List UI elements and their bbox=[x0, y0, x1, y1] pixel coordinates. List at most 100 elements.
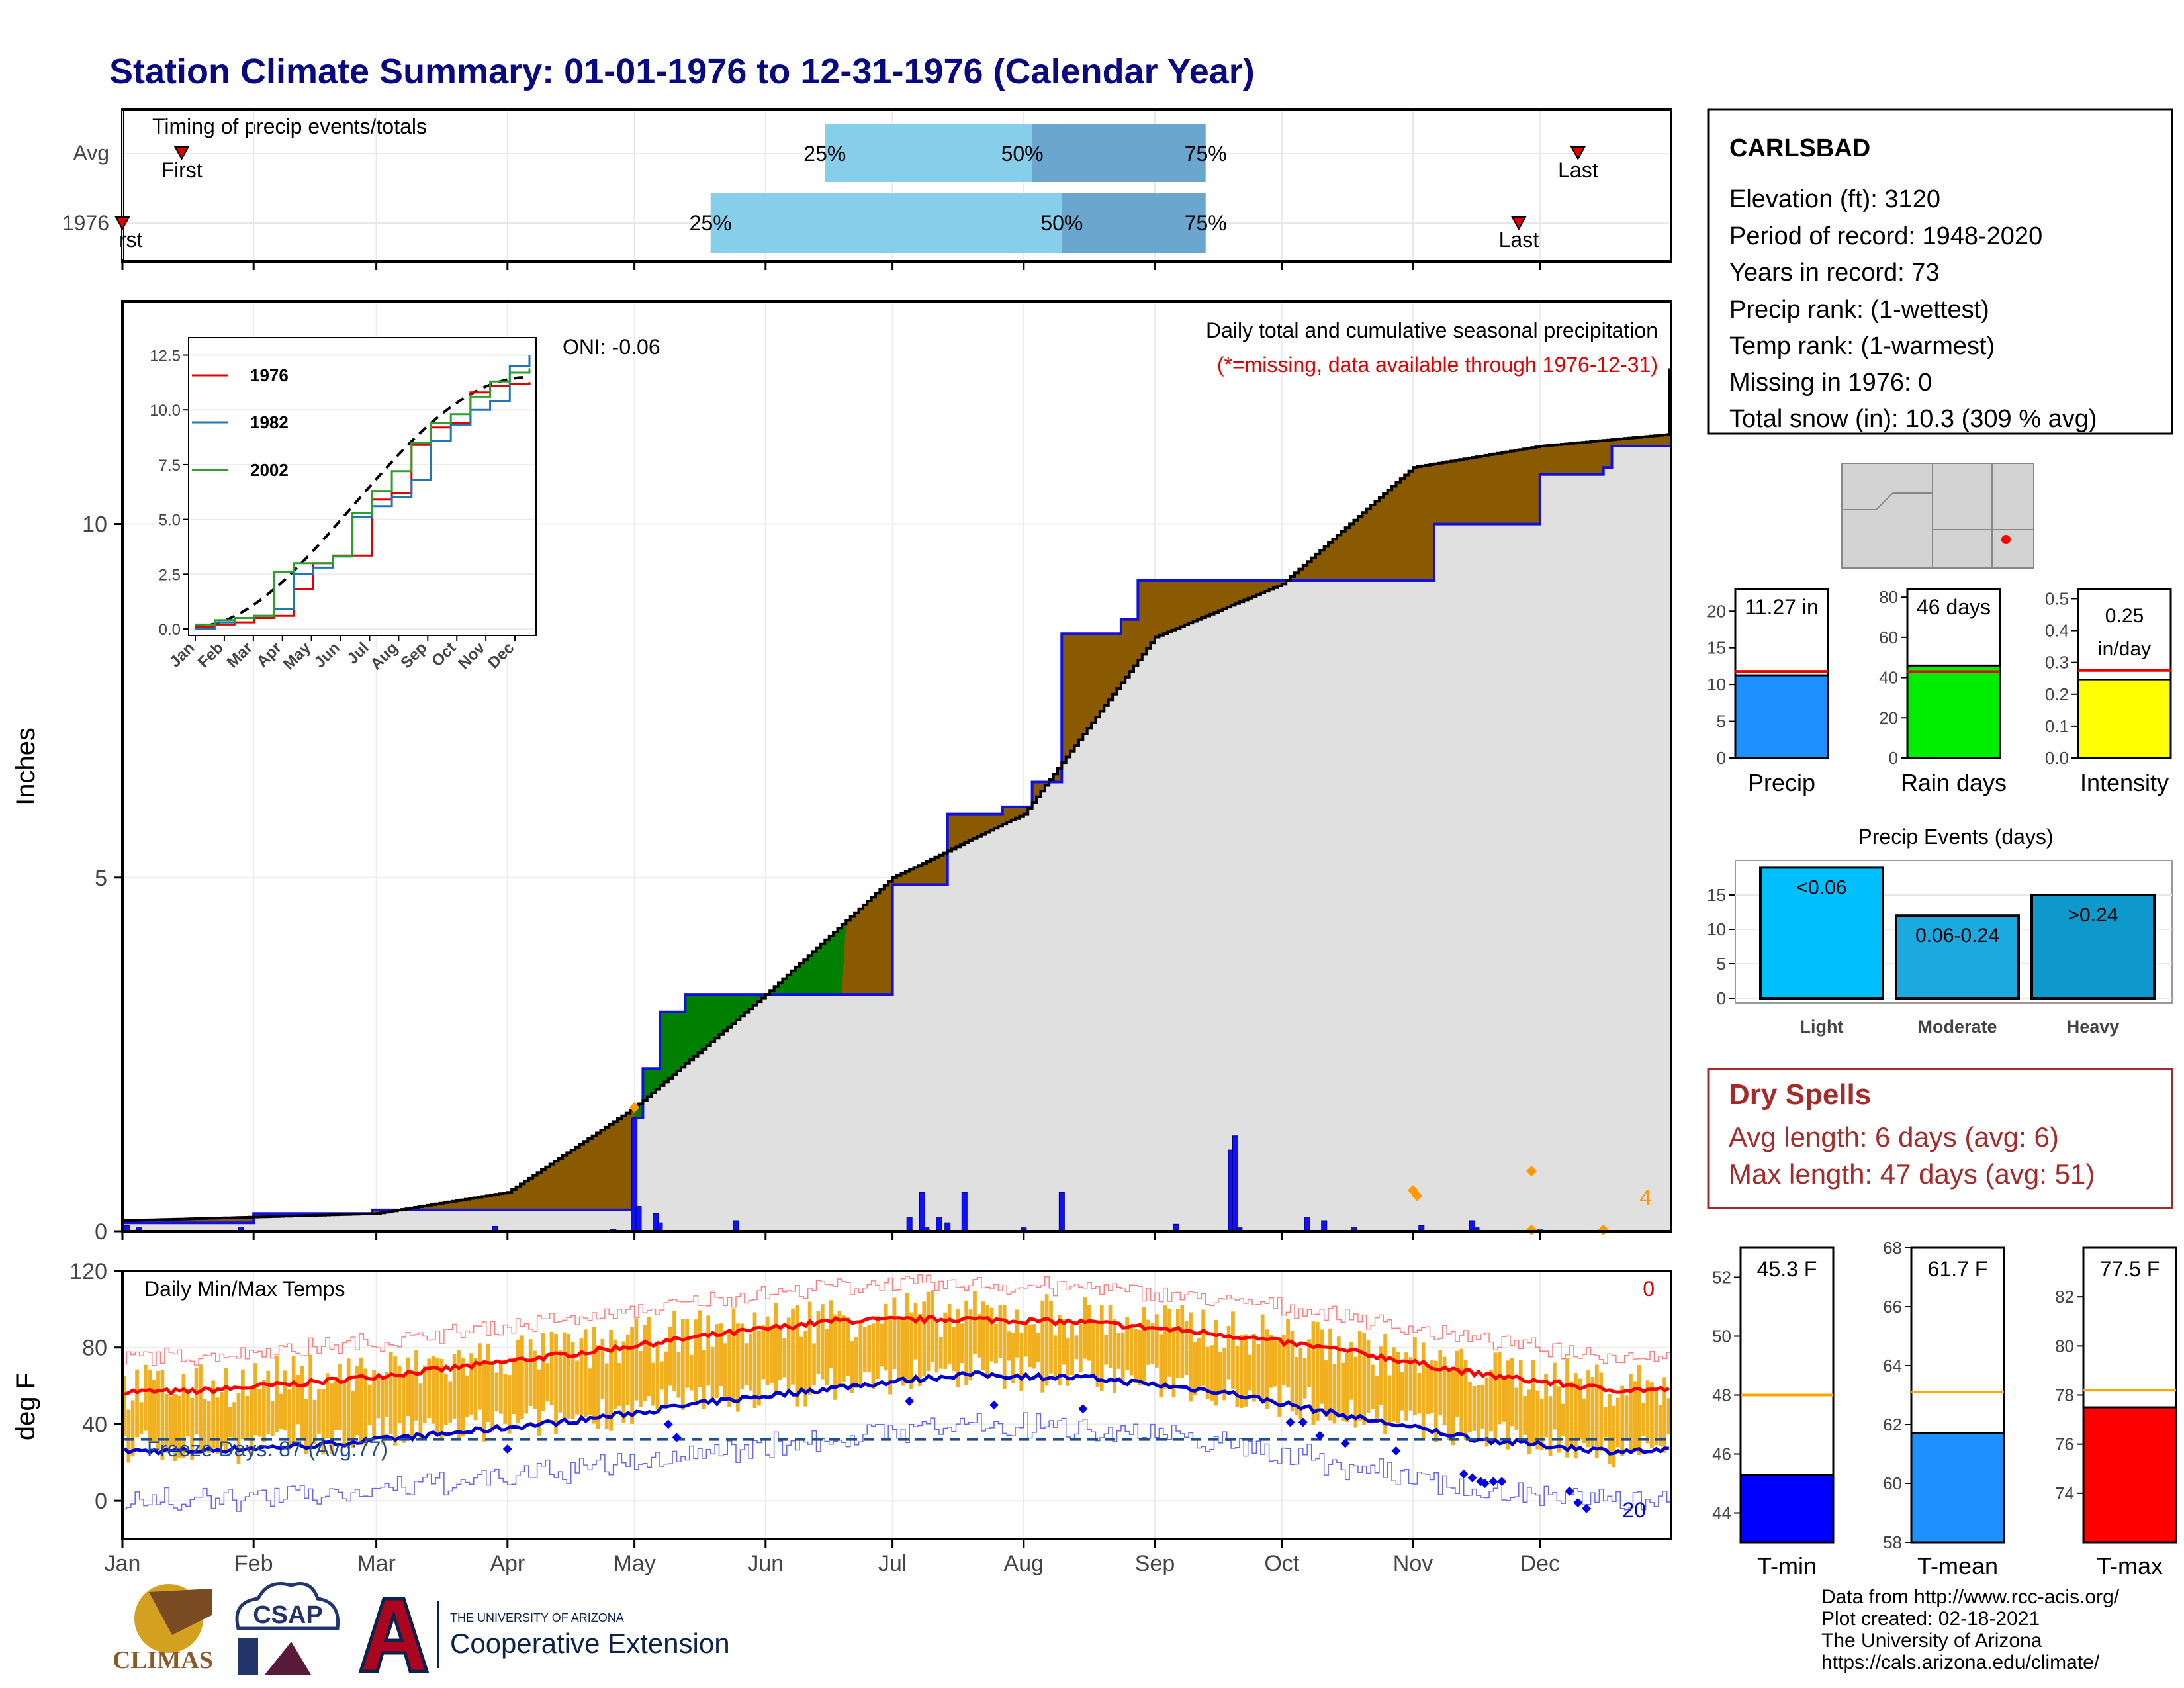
daily-temp-bar bbox=[1231, 1311, 1235, 1389]
daily-temp-bar bbox=[317, 1389, 321, 1434]
summary-tick-label: 0.4 bbox=[2045, 621, 2069, 641]
avg-quartile-50-75 bbox=[1032, 124, 1206, 182]
daily-temp-bar bbox=[443, 1373, 448, 1425]
daily-temp-bar bbox=[1629, 1374, 1633, 1454]
credits: Data from http://www.rcc-acis.org/ Plot … bbox=[1821, 1586, 2120, 1673]
daily-temp-bar bbox=[236, 1393, 241, 1464]
daily-temp-bar bbox=[1244, 1334, 1248, 1407]
temp-summary-tick-label: 60 bbox=[1883, 1474, 1902, 1493]
daily-temp-bar bbox=[596, 1345, 600, 1429]
daily-temp-bar bbox=[1586, 1370, 1590, 1448]
daily-temp-bar bbox=[410, 1373, 414, 1440]
daily-temp-bar bbox=[228, 1407, 232, 1438]
daily-temp-bar bbox=[283, 1370, 287, 1430]
temp-frame bbox=[121, 1270, 1672, 1540]
daily-temp-bar bbox=[1226, 1326, 1231, 1380]
daily-temp-bar bbox=[1070, 1323, 1074, 1376]
daily-temp-bar bbox=[1400, 1372, 1404, 1411]
daily-temp-bar bbox=[528, 1339, 533, 1407]
daily-temp-bar bbox=[816, 1311, 821, 1374]
daily-temp-bar bbox=[367, 1384, 372, 1426]
daily-temp-bar bbox=[1531, 1360, 1535, 1446]
daily-temp-bar bbox=[452, 1354, 457, 1419]
daily-temp-bar bbox=[1023, 1324, 1028, 1357]
daily-temp-bar bbox=[181, 1374, 186, 1458]
daily-temp-bar bbox=[994, 1323, 998, 1364]
daily-temp-bar bbox=[439, 1358, 444, 1441]
event-bar bbox=[1895, 914, 2020, 1000]
daily-temp-bar bbox=[342, 1382, 347, 1448]
daily-temp-bar bbox=[257, 1389, 262, 1437]
csap-mountain-icon bbox=[265, 1642, 311, 1675]
summary-tick-label: 0.1 bbox=[2045, 716, 2069, 736]
station-frame bbox=[1707, 108, 2173, 435]
daily-temp-bar bbox=[858, 1323, 863, 1385]
temp-ytick-label: 80 bbox=[82, 1336, 107, 1361]
daily-temp-bar bbox=[376, 1375, 381, 1419]
summary-tick-label: 0.2 bbox=[2045, 684, 2069, 704]
month-label: Dec bbox=[1520, 1551, 1560, 1576]
daily-temp-bar bbox=[786, 1317, 791, 1393]
daily-temp-bar bbox=[938, 1336, 943, 1369]
daily-temp-bar bbox=[414, 1350, 418, 1421]
daily-temp-bar bbox=[934, 1319, 939, 1373]
daily-temp-bar bbox=[194, 1367, 199, 1435]
daily-temp-bar bbox=[1484, 1377, 1489, 1447]
oni-label: ONI: -0.06 bbox=[563, 335, 660, 359]
credit-line-3: The University of Arizona bbox=[1821, 1630, 2042, 1652]
daily-temp-bar bbox=[1633, 1381, 1637, 1450]
daily-temp-bar bbox=[1138, 1329, 1142, 1385]
inset-series-1976 bbox=[195, 382, 531, 628]
year-last-label: Last bbox=[1499, 228, 1539, 252]
temp-summary-name: T-mean bbox=[1917, 1552, 1998, 1579]
freeze-days-label: Freeze Days: 87 (Avg:77) bbox=[147, 1437, 388, 1461]
daily-temp-bar bbox=[1120, 1332, 1125, 1382]
summary-tick-label: 0.3 bbox=[2045, 653, 2069, 673]
daily-temp-bar bbox=[164, 1393, 169, 1453]
daily-temp-bar bbox=[245, 1395, 250, 1439]
daily-temp-bar bbox=[841, 1315, 846, 1382]
daily-temp-bar bbox=[1248, 1354, 1252, 1391]
daily-temp-bar bbox=[1193, 1342, 1197, 1396]
daily-temp-bar bbox=[1210, 1345, 1214, 1401]
temp-summary-value: 61.7 F bbox=[1928, 1257, 1988, 1281]
daily-temp-bar bbox=[270, 1401, 275, 1436]
daily-precip-bar bbox=[1058, 1192, 1065, 1232]
daily-temp-bar bbox=[888, 1316, 892, 1395]
daily-temp-bar bbox=[770, 1325, 774, 1383]
daily-temp-bar bbox=[1379, 1346, 1383, 1405]
daily-temp-bar bbox=[507, 1375, 512, 1434]
month-label: Jan bbox=[105, 1551, 141, 1576]
daily-temp-bar bbox=[232, 1402, 236, 1440]
daily-temp-bar bbox=[960, 1323, 964, 1363]
daily-temp-bar bbox=[973, 1291, 977, 1354]
daily-temp-bar bbox=[1392, 1347, 1396, 1422]
avg-q25-label: 25% bbox=[803, 142, 846, 165]
daily-temp-bar bbox=[1608, 1393, 1612, 1464]
record-cold-marker bbox=[1467, 1473, 1477, 1483]
daily-temp-bar bbox=[1163, 1305, 1167, 1389]
daily-temp-bar bbox=[266, 1370, 271, 1434]
summary-tick-label: 10 bbox=[1707, 675, 1726, 694]
daily-temp-bar bbox=[1019, 1333, 1024, 1392]
daily-temp-bar bbox=[694, 1319, 698, 1402]
daily-temp-bar bbox=[905, 1293, 909, 1380]
temp-ytick-label: 120 bbox=[69, 1259, 107, 1284]
daily-temp-bar bbox=[558, 1350, 563, 1413]
month-label: Mar bbox=[357, 1551, 396, 1576]
summary-tick-label: 80 bbox=[1879, 587, 1898, 607]
daily-temp-bar bbox=[1404, 1352, 1408, 1421]
daily-temp-bar bbox=[143, 1364, 148, 1431]
daily-temp-bar bbox=[1307, 1339, 1311, 1387]
daily-temp-bar bbox=[1349, 1342, 1353, 1400]
timing-panel: Timing of precip events/totals Avg 1976 … bbox=[62, 108, 1672, 270]
daily-temp-bar bbox=[1142, 1307, 1146, 1385]
temp-ylabel: deg F bbox=[11, 1373, 40, 1440]
snow-marker bbox=[629, 1102, 640, 1113]
precip-events: Precip Events (days) 0 5 10 15 <0.06 Light 0.0… bbox=[1707, 825, 2173, 1037]
temp-summary-tick-label: 74 bbox=[2055, 1483, 2074, 1503]
month-label: Feb bbox=[234, 1551, 273, 1576]
daily-temp-bar bbox=[1134, 1329, 1138, 1383]
summary-bar-name: Intensity bbox=[2080, 769, 2169, 796]
daily-temp-bar bbox=[1552, 1362, 1557, 1430]
